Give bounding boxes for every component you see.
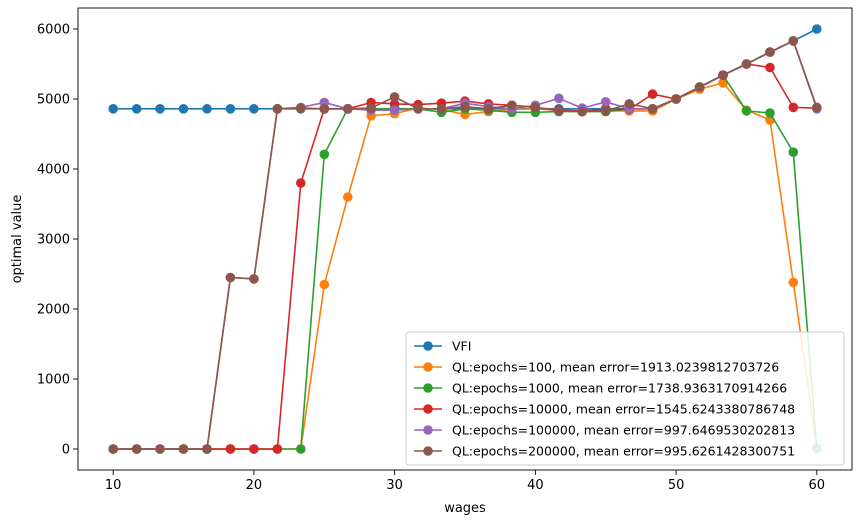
y-tick-label: 1000 — [37, 373, 70, 388]
data-point — [765, 62, 775, 73]
y-tick-label: 4000 — [37, 163, 70, 178]
data-point — [108, 104, 118, 114]
data-point — [131, 444, 142, 454]
legend-swatch-marker — [423, 446, 433, 456]
x-axis-label: wages — [444, 501, 486, 516]
data-point — [436, 104, 447, 114]
legend-entry: QL:epochs=100000, mean error=997.6469530… — [414, 423, 795, 438]
data-point — [718, 78, 728, 88]
data-point — [343, 192, 353, 202]
data-point — [155, 104, 165, 114]
data-point — [741, 106, 752, 116]
data-point — [554, 106, 564, 116]
data-point — [460, 101, 470, 112]
data-point — [225, 272, 236, 283]
legend: VFI QL:epochs=100, mean error=1913.023981… — [405, 331, 845, 466]
data-point — [530, 102, 541, 113]
data-point — [718, 70, 728, 80]
y-tick-label: 5000 — [37, 93, 70, 108]
data-point — [225, 444, 236, 454]
data-point — [389, 105, 400, 115]
x-tick-label: 20 — [246, 478, 263, 493]
x-tick-label: 50 — [668, 478, 685, 493]
y-tick-label: 0 — [62, 443, 70, 458]
data-point — [249, 104, 259, 114]
legend-swatch-marker — [423, 383, 433, 393]
legend-entry: QL:epochs=1000, mean error=1738.93631709… — [414, 381, 787, 396]
legend-swatch-marker — [423, 425, 433, 435]
data-point — [249, 444, 259, 454]
data-point — [202, 444, 212, 454]
legend-label: VFI — [452, 339, 471, 354]
ticks-layer: 10 20 30 40 50 60 0 1000 2000 3000 4000 5000 6000 — [37, 23, 825, 494]
data-point — [788, 277, 799, 288]
data-point — [413, 104, 423, 114]
data-point — [765, 108, 775, 118]
data-point — [296, 444, 306, 454]
legend-label: QL:epochs=10000, mean error=1545.6243380… — [452, 402, 795, 417]
data-point — [812, 24, 822, 34]
data-point — [319, 104, 330, 114]
x-tick-label: 30 — [386, 478, 403, 493]
y-tick-label: 2000 — [37, 303, 70, 318]
data-point — [202, 104, 212, 114]
y-tick-label: 3000 — [37, 233, 70, 248]
data-point — [178, 444, 189, 454]
y-axis-label: optimal value — [10, 195, 25, 284]
legend-swatch-marker — [423, 362, 433, 372]
data-point — [483, 104, 494, 114]
legend-entry: QL:epochs=10000, mean error=1545.6243380… — [414, 402, 795, 417]
data-point — [507, 100, 517, 111]
x-tick-label: 40 — [527, 478, 544, 493]
data-point — [225, 104, 236, 114]
legend-box — [405, 331, 845, 466]
series-layer — [108, 24, 822, 454]
legend-entry: QL:epochs=100, mean error=1913.023981270… — [414, 360, 779, 375]
data-point — [272, 104, 283, 114]
data-point — [577, 106, 587, 117]
legend-label: QL:epochs=100000, mean error=997.6469530… — [452, 423, 795, 438]
data-point — [249, 274, 259, 284]
data-point — [131, 104, 142, 114]
data-point — [647, 89, 658, 99]
legend-entry: QL:epochs=200000, mean error=995.6261428… — [414, 444, 795, 459]
data-point — [694, 82, 705, 92]
data-point — [788, 147, 799, 157]
data-point — [108, 444, 118, 454]
data-point — [788, 36, 799, 46]
data-point — [366, 103, 376, 113]
legend-swatch-marker — [423, 404, 433, 414]
x-tick-label: 60 — [809, 478, 826, 493]
data-point — [600, 97, 611, 107]
data-point — [319, 149, 330, 160]
data-point — [155, 444, 165, 454]
y-tick-label: 6000 — [37, 23, 70, 38]
data-point — [788, 102, 799, 113]
data-point — [624, 99, 634, 109]
legend-label: QL:epochs=1000, mean error=1738.93631709… — [452, 381, 787, 396]
data-point — [647, 104, 658, 114]
data-point — [554, 93, 564, 104]
data-point — [319, 279, 330, 290]
legend-label: QL:epochs=100, mean error=1913.023981270… — [452, 360, 779, 375]
data-point — [765, 47, 775, 57]
data-point — [178, 104, 189, 114]
x-tick-label: 10 — [105, 478, 122, 493]
data-point — [671, 94, 681, 104]
data-point — [600, 106, 611, 116]
data-point — [296, 178, 306, 188]
data-point — [741, 59, 752, 69]
data-point — [389, 92, 400, 102]
data-point — [272, 444, 283, 454]
data-point — [812, 102, 822, 113]
data-point — [296, 103, 306, 113]
legend-entry: VFI — [414, 339, 471, 354]
legend-label: QL:epochs=200000, mean error=995.6261428… — [452, 444, 795, 459]
data-point — [343, 104, 353, 114]
series-5 — [108, 36, 822, 454]
legend-swatch-marker — [423, 341, 433, 351]
